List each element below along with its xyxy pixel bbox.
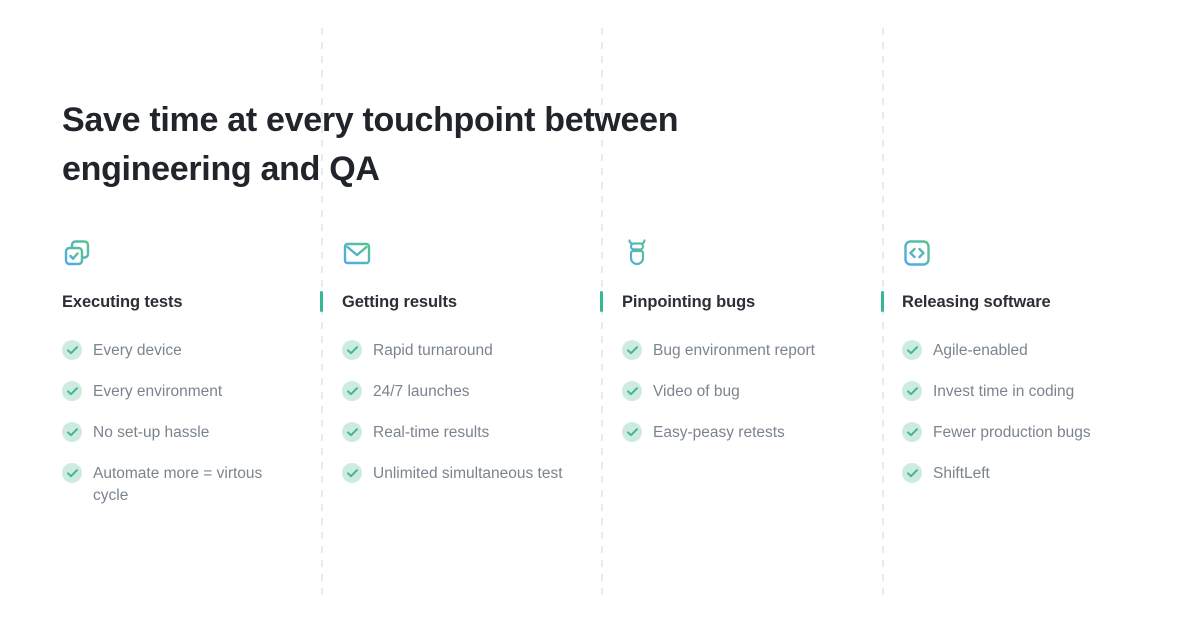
check-icon <box>622 340 642 360</box>
list-item: 24/7 launches <box>342 381 622 403</box>
bug-icon <box>624 239 650 266</box>
column-releasing-software: Releasing software Agile-enabled Invest … <box>902 238 1182 526</box>
check-icon <box>902 463 922 483</box>
list-item-label: Every environment <box>93 383 223 400</box>
column-divider <box>600 28 603 600</box>
feature-list: Agile-enabled Invest time in coding Fewe… <box>902 340 1182 485</box>
list-item-label: ShiftLeft <box>933 465 990 482</box>
column-divider <box>881 28 884 600</box>
list-item-label: Bug environment report <box>653 342 815 359</box>
list-item-label: Agile-enabled <box>933 342 1028 359</box>
check-icon <box>62 463 82 483</box>
list-item-label: Easy-peasy retests <box>653 424 785 441</box>
column-title: Getting results <box>342 293 457 311</box>
copy-check-icon <box>64 240 90 266</box>
list-item-label: Rapid turnaround <box>373 342 493 359</box>
check-icon <box>62 422 82 442</box>
column-title: Pinpointing bugs <box>622 293 756 311</box>
list-item: Real-time results <box>342 422 622 444</box>
list-item-label: Fewer production bugs <box>933 424 1091 441</box>
mail-icon <box>343 242 371 265</box>
column-getting-results: Getting results Rapid turnaround 24/7 la… <box>342 238 622 526</box>
list-item: ShiftLeft <box>902 463 1182 485</box>
page-title: Save time at every touchpoint between en… <box>62 101 679 188</box>
list-item-label: Real-time results <box>373 424 490 441</box>
feature-list: Bug environment report Video of bug Easy… <box>622 340 902 444</box>
list-item: Video of bug <box>622 381 902 403</box>
list-item-label: Invest time in coding <box>933 383 1075 400</box>
list-item-label: 24/7 launches <box>373 383 470 400</box>
column-title: Releasing software <box>902 293 1051 311</box>
list-item: Fewer production bugs <box>902 422 1182 444</box>
title-accent-bar <box>881 291 884 312</box>
check-icon <box>62 340 82 360</box>
list-item-label: Automate more = virtous cycle <box>93 465 263 504</box>
title-accent-bar <box>320 291 323 312</box>
list-item-label: Every device <box>93 342 182 359</box>
feature-list: Rapid turnaround 24/7 launches Real-time… <box>342 340 622 485</box>
column-title: Executing tests <box>62 293 183 311</box>
check-icon <box>902 422 922 442</box>
feature-columns: Executing tests Every device Every envir… <box>62 238 1182 526</box>
list-item-label: No set-up hassle <box>93 424 210 441</box>
list-item: Agile-enabled <box>902 340 1182 362</box>
list-item-label: Video of bug <box>653 383 740 400</box>
column-divider <box>320 28 323 600</box>
check-icon <box>62 381 82 401</box>
list-item: No set-up hassle <box>62 422 342 444</box>
list-item: Rapid turnaround <box>342 340 622 362</box>
check-icon <box>622 422 642 442</box>
list-item: Every device <box>62 340 342 362</box>
list-item: Automate more = virtous cycle <box>62 463 342 507</box>
code-icon <box>904 240 930 266</box>
check-icon <box>902 340 922 360</box>
list-item: Every environment <box>62 381 342 403</box>
list-item: Easy-peasy retests <box>622 422 902 444</box>
check-icon <box>342 422 362 442</box>
feature-list: Every device Every environment No set-up… <box>62 340 342 507</box>
check-icon <box>342 340 362 360</box>
check-icon <box>622 381 642 401</box>
column-pinpointing-bugs: Pinpointing bugs Bug environment report … <box>622 238 902 526</box>
list-item-label: Unlimited simultaneous test <box>373 465 563 482</box>
check-icon <box>342 463 362 483</box>
list-item: Unlimited simultaneous test <box>342 463 622 485</box>
title-accent-bar <box>600 291 603 312</box>
list-item: Invest time in coding <box>902 381 1182 403</box>
column-executing-tests: Executing tests Every device Every envir… <box>62 238 342 526</box>
check-icon <box>342 381 362 401</box>
list-item: Bug environment report <box>622 340 902 362</box>
check-icon <box>902 381 922 401</box>
